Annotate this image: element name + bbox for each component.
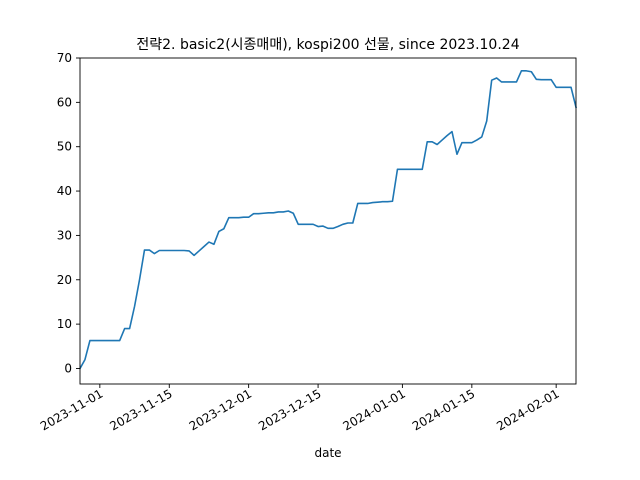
x-axis-label: date [314, 446, 341, 460]
series-line-0 [78, 70, 577, 370]
y-tick-label: 10 [57, 317, 72, 331]
y-tick-label: 40 [57, 184, 72, 198]
y-tick-label: 50 [57, 140, 72, 154]
axes-frame [79, 57, 577, 385]
y-tick-label: 60 [57, 95, 72, 109]
y-tick-label: 30 [57, 228, 72, 242]
y-tick-label: 0 [64, 361, 72, 375]
y-tick-label: 20 [57, 273, 72, 287]
y-tick-label: 70 [57, 51, 72, 65]
chart-title: 전략2. basic2(시종매매), kospi200 선물, since 20… [136, 37, 519, 53]
